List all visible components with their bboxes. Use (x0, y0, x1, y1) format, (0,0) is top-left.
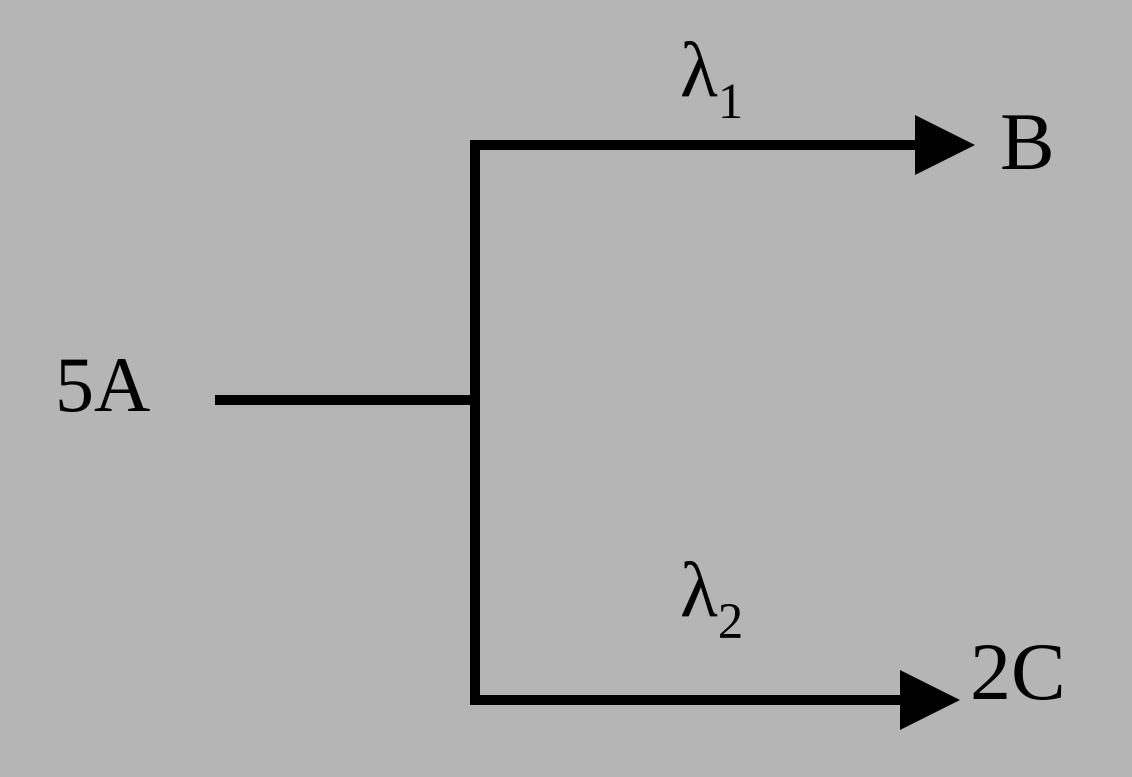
rate-bottom-label: λ2 (680, 545, 743, 645)
lambda-symbol: λ (680, 546, 718, 633)
lambda-subscript-1: 1 (718, 73, 743, 129)
lambda-symbol: λ (680, 26, 718, 113)
reaction-diagram: 5A B 2C λ1 λ2 (0, 0, 1132, 772)
diagram-svg (0, 0, 1132, 772)
product-bottom-label: 2C (970, 625, 1066, 719)
lambda-subscript-2: 2 (718, 593, 743, 649)
rate-top-label: λ1 (680, 25, 743, 125)
product-top-label: B (1000, 95, 1055, 189)
source-label: 5A (55, 340, 150, 430)
